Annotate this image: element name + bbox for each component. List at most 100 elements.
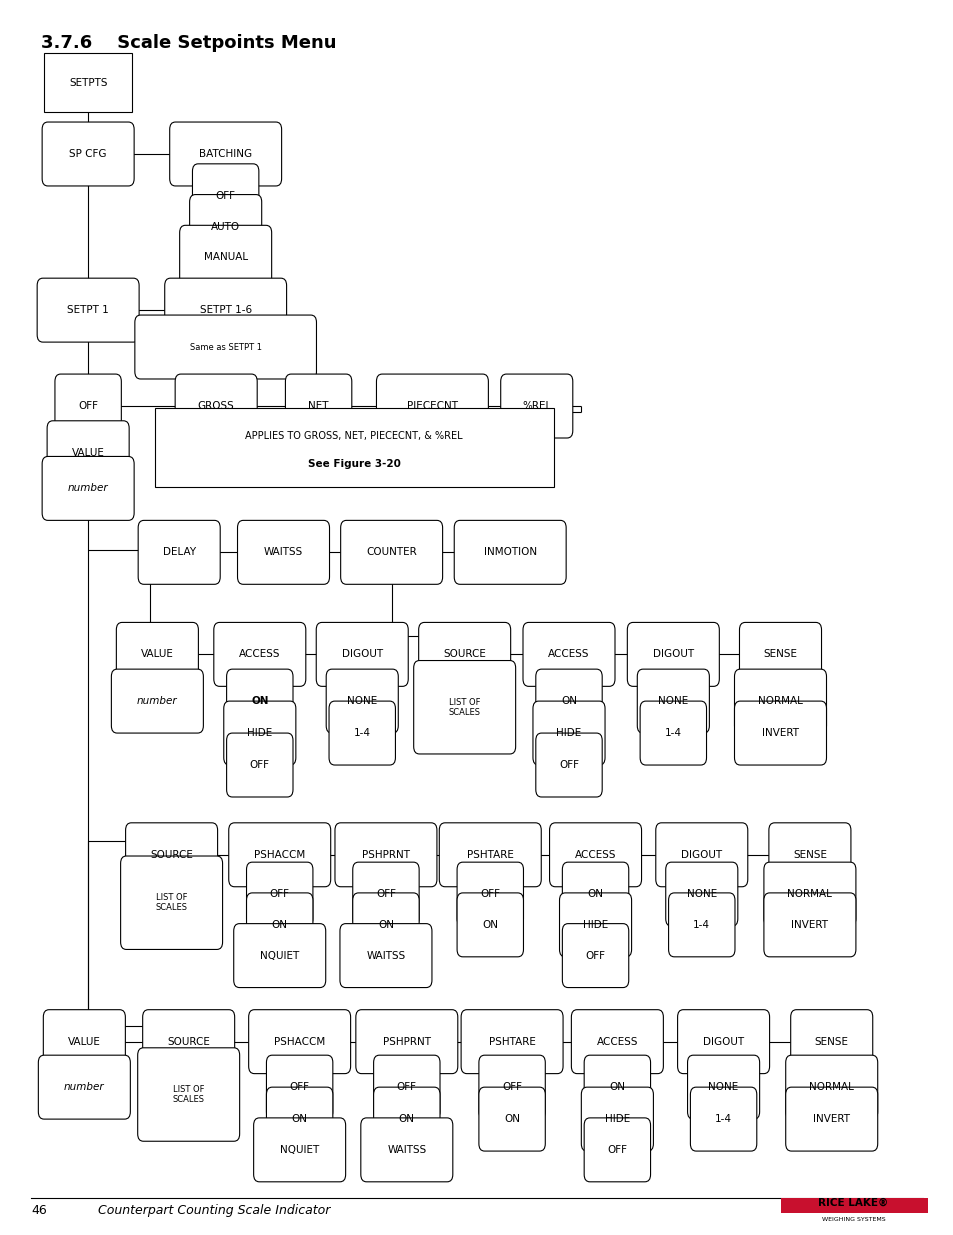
FancyBboxPatch shape — [213, 622, 306, 687]
Text: PSHPRNT: PSHPRNT — [361, 850, 410, 860]
FancyBboxPatch shape — [639, 701, 706, 764]
Text: INVERT: INVERT — [761, 729, 799, 739]
Text: SP CFG: SP CFG — [70, 149, 107, 159]
Text: DIGOUT: DIGOUT — [341, 650, 382, 659]
FancyBboxPatch shape — [637, 669, 709, 734]
FancyBboxPatch shape — [353, 893, 418, 957]
FancyBboxPatch shape — [190, 195, 261, 258]
Text: LIST OF
SCALES: LIST OF SCALES — [155, 893, 188, 913]
Text: 1-4: 1-4 — [693, 920, 710, 930]
FancyBboxPatch shape — [690, 1087, 756, 1151]
FancyBboxPatch shape — [340, 520, 442, 584]
Text: WAITSS: WAITSS — [366, 951, 405, 961]
FancyBboxPatch shape — [677, 1010, 769, 1073]
FancyBboxPatch shape — [44, 53, 132, 112]
FancyBboxPatch shape — [126, 823, 217, 887]
FancyBboxPatch shape — [175, 374, 257, 438]
FancyBboxPatch shape — [112, 669, 203, 734]
Text: GROSS: GROSS — [197, 401, 234, 411]
Text: OFF: OFF — [479, 889, 499, 899]
FancyBboxPatch shape — [179, 225, 272, 289]
FancyBboxPatch shape — [134, 315, 316, 379]
FancyBboxPatch shape — [665, 862, 737, 926]
Text: RICE LAKE®: RICE LAKE® — [818, 1198, 888, 1208]
Text: SENSE: SENSE — [792, 850, 826, 860]
Text: SETPT 1-6: SETPT 1-6 — [199, 305, 252, 315]
Text: OFF: OFF — [501, 1082, 521, 1092]
Text: WEIGHING SYSTEMS: WEIGHING SYSTEMS — [821, 1218, 884, 1223]
Text: HIDE: HIDE — [247, 729, 273, 739]
FancyBboxPatch shape — [116, 622, 198, 687]
FancyBboxPatch shape — [253, 1118, 345, 1182]
Text: COUNTER: COUNTER — [366, 547, 416, 557]
Text: 1-4: 1-4 — [715, 1114, 731, 1124]
FancyBboxPatch shape — [374, 1087, 439, 1151]
Text: NONE: NONE — [708, 1082, 738, 1092]
FancyBboxPatch shape — [335, 823, 436, 887]
Text: APPLIES TO GROSS, NET, PIECECNT, & %REL: APPLIES TO GROSS, NET, PIECECNT, & %REL — [245, 431, 462, 441]
Text: ON: ON — [503, 1114, 519, 1124]
FancyBboxPatch shape — [456, 862, 523, 926]
FancyBboxPatch shape — [246, 862, 313, 926]
FancyBboxPatch shape — [229, 823, 331, 887]
FancyBboxPatch shape — [42, 457, 134, 520]
Text: ON: ON — [560, 697, 577, 706]
FancyBboxPatch shape — [583, 1055, 650, 1119]
FancyBboxPatch shape — [739, 622, 821, 687]
FancyBboxPatch shape — [561, 862, 628, 926]
Text: SETPTS: SETPTS — [69, 78, 108, 88]
Text: DIGOUT: DIGOUT — [702, 1036, 743, 1046]
Text: HIDE: HIDE — [556, 729, 581, 739]
Text: ACCESS: ACCESS — [239, 650, 280, 659]
Text: VALUE: VALUE — [68, 1036, 101, 1046]
Text: ACCESS: ACCESS — [596, 1036, 638, 1046]
Text: BATCHING: BATCHING — [199, 149, 252, 159]
FancyBboxPatch shape — [655, 823, 747, 887]
Text: LIST OF
SCALES: LIST OF SCALES — [448, 698, 480, 718]
Text: 3.7.6    Scale Setpoints Menu: 3.7.6 Scale Setpoints Menu — [41, 33, 335, 52]
Text: NORMAL: NORMAL — [786, 889, 831, 899]
FancyBboxPatch shape — [627, 622, 719, 687]
Text: VALUE: VALUE — [71, 448, 105, 458]
Text: NONE: NONE — [347, 697, 377, 706]
Text: %REL: %REL — [521, 401, 551, 411]
FancyBboxPatch shape — [580, 1087, 653, 1151]
Text: PIECECNT: PIECECNT — [407, 401, 457, 411]
FancyBboxPatch shape — [170, 122, 281, 186]
FancyBboxPatch shape — [37, 278, 139, 342]
Text: SENSE: SENSE — [762, 650, 797, 659]
FancyBboxPatch shape — [143, 1010, 234, 1073]
Text: ON: ON — [482, 920, 497, 930]
FancyBboxPatch shape — [227, 734, 293, 797]
Text: OFF: OFF — [607, 1145, 627, 1155]
Text: DIGOUT: DIGOUT — [680, 850, 721, 860]
FancyBboxPatch shape — [460, 1010, 562, 1073]
FancyBboxPatch shape — [43, 1010, 125, 1073]
FancyBboxPatch shape — [285, 374, 352, 438]
Text: ON: ON — [587, 889, 603, 899]
FancyBboxPatch shape — [561, 924, 628, 988]
Text: ACCESS: ACCESS — [548, 650, 589, 659]
Text: ON: ON — [609, 1082, 625, 1092]
Text: HIDE: HIDE — [604, 1114, 629, 1124]
FancyBboxPatch shape — [549, 823, 640, 887]
Text: number: number — [64, 1082, 105, 1092]
FancyBboxPatch shape — [418, 622, 510, 687]
FancyBboxPatch shape — [339, 924, 432, 988]
Text: OFF: OFF — [396, 1082, 416, 1092]
FancyBboxPatch shape — [571, 1010, 662, 1073]
FancyBboxPatch shape — [790, 1010, 872, 1073]
Text: INVERT: INVERT — [812, 1114, 849, 1124]
FancyBboxPatch shape — [763, 893, 855, 957]
FancyBboxPatch shape — [55, 374, 121, 438]
FancyBboxPatch shape — [785, 1087, 877, 1151]
FancyBboxPatch shape — [246, 893, 313, 957]
Text: DIGOUT: DIGOUT — [652, 650, 693, 659]
FancyBboxPatch shape — [478, 1055, 545, 1119]
FancyBboxPatch shape — [768, 823, 850, 887]
FancyBboxPatch shape — [558, 893, 631, 957]
FancyBboxPatch shape — [138, 520, 220, 584]
Text: ON: ON — [272, 920, 288, 930]
Text: VALUE: VALUE — [141, 650, 173, 659]
Bar — [780, 1198, 926, 1213]
